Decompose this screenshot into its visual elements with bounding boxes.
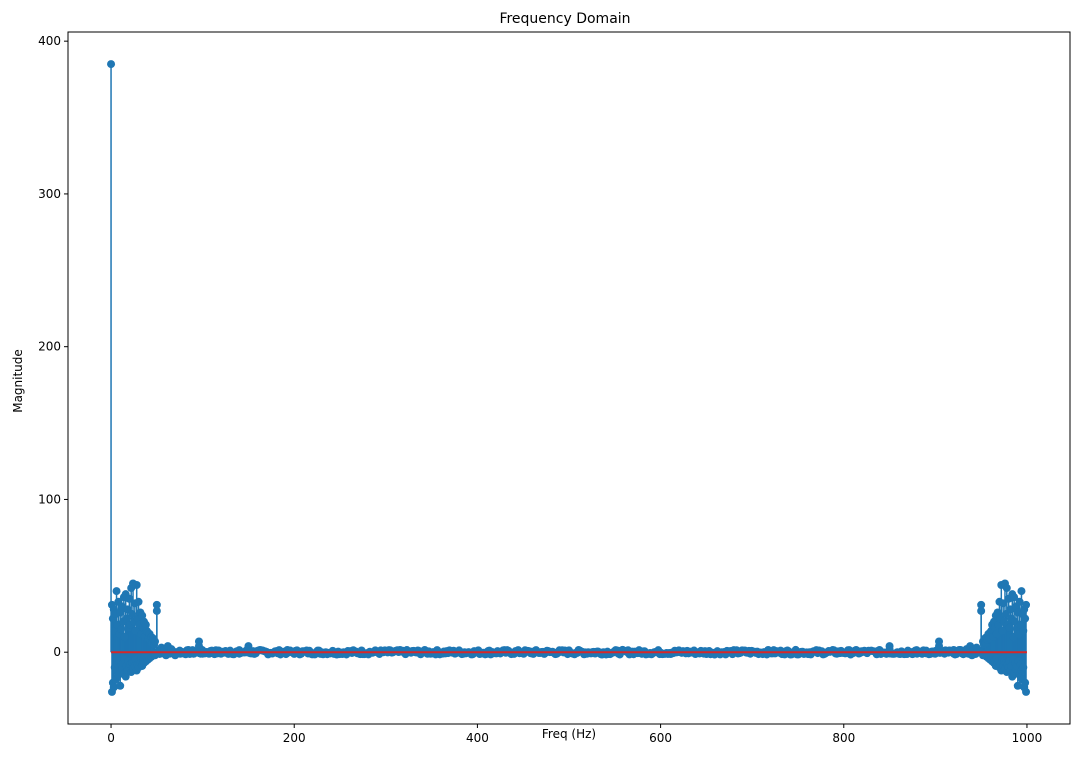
stem-marker xyxy=(931,650,939,658)
stem-marker xyxy=(1021,615,1029,623)
stem-marker xyxy=(226,647,234,655)
stem-marker xyxy=(1019,627,1027,635)
stem-marker xyxy=(904,647,912,655)
x-tick-label: 800 xyxy=(832,731,855,745)
stem-marker xyxy=(113,587,121,595)
y-tick-label: 0 xyxy=(53,645,61,659)
stem-marker xyxy=(153,607,161,615)
x-tick-label: 1000 xyxy=(1012,731,1043,745)
stem-marker xyxy=(895,650,903,658)
x-tick-label: 600 xyxy=(649,731,672,745)
stem-marker xyxy=(208,647,216,655)
stem-marker xyxy=(922,647,930,655)
stem-marker xyxy=(1022,601,1030,609)
stem-marker xyxy=(1022,688,1030,696)
x-axis-label: Freq (Hz) xyxy=(542,727,596,741)
chart-title: Frequency Domain xyxy=(499,11,630,27)
stem-marker xyxy=(121,633,129,641)
stem-marker xyxy=(935,642,943,650)
x-tick-label: 400 xyxy=(466,731,489,745)
stem-marker xyxy=(135,598,143,606)
stem-marker xyxy=(117,625,125,633)
stem-marker xyxy=(199,650,207,658)
stem-marker xyxy=(189,650,197,658)
y-tick-label: 100 xyxy=(38,492,61,506)
y-axis-label: Magnitude xyxy=(11,349,25,413)
stem-marker xyxy=(1006,624,1014,632)
y-tick-label: 400 xyxy=(38,34,61,48)
stem-marker xyxy=(913,650,921,658)
y-tick-label: 300 xyxy=(38,187,61,201)
stem-marker xyxy=(1017,587,1025,595)
stem-marker xyxy=(973,644,981,652)
stem-marker xyxy=(133,581,141,589)
stem-marker xyxy=(116,682,124,690)
x-tick-label: 0 xyxy=(107,731,115,745)
x-tick-label: 200 xyxy=(283,731,306,745)
stem-marker xyxy=(998,627,1006,635)
stem-marker xyxy=(1019,663,1027,671)
stem-marker xyxy=(195,642,203,650)
stem-marker xyxy=(235,650,243,658)
stem-marker xyxy=(1003,584,1011,592)
stem-marker xyxy=(1021,679,1029,687)
stem-marker xyxy=(151,638,159,646)
y-tick-label: 200 xyxy=(38,340,61,354)
stem-marker xyxy=(977,607,985,615)
stem-marker xyxy=(217,650,225,658)
stem-marker xyxy=(107,60,115,68)
